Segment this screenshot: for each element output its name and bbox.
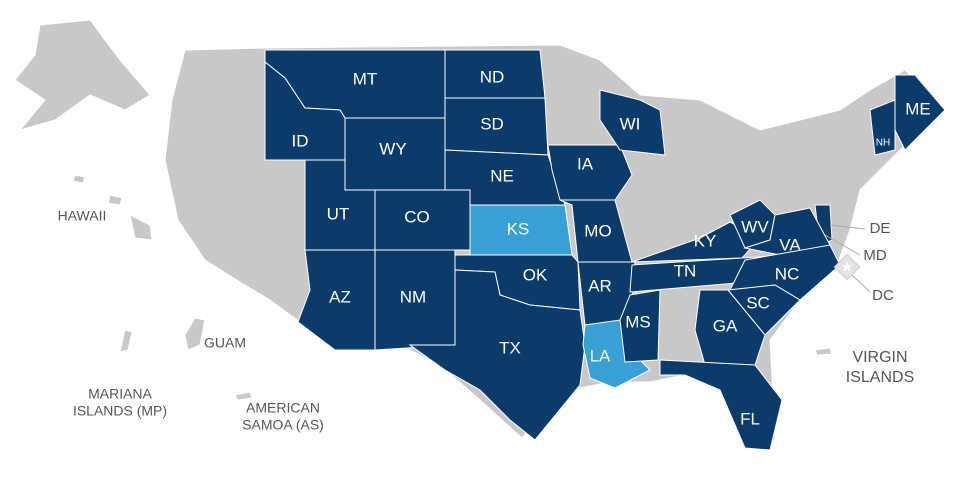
territory-label: GUAM [204,335,246,351]
leader [829,224,866,230]
virgin-islands [814,347,833,356]
state-label: ID [292,131,309,150]
dc-star: ★ [841,259,854,275]
state-label: KY [694,231,717,250]
guam [184,317,206,351]
hawaii [107,194,123,206]
state-shape [408,269,586,441]
state-label: IA [577,154,594,173]
territory-label: AMERICAN [246,400,320,416]
state-shape [599,89,666,156]
state-label: MT [353,69,378,88]
state-label: NM [400,287,426,306]
state-label: AR [588,276,612,295]
state-label: GA [713,316,738,335]
mariana [119,329,133,353]
state-label: CO [404,207,430,226]
state-label: VA [779,235,801,254]
state-label: MO [584,221,611,240]
state-label: MS [625,312,651,331]
state-label: SD [480,114,504,133]
state-label: WY [379,139,406,158]
dc-diamond [833,253,861,281]
state-label: WV [741,217,769,236]
territory-label: SAMOA (AS) [242,417,324,433]
dc-marker: ★ [824,224,871,293]
state-label: OK [523,265,548,284]
territory-label: ISLANDS (MP) [73,403,167,419]
state-label: AZ [329,287,351,306]
east-label: MD [863,247,886,264]
east-label: DC [872,287,894,304]
state-label: NE [490,166,514,185]
state-label: ND [480,67,505,86]
territory-label: ISLANDS [846,369,914,386]
states: MT ID WY ND SD NE UT CO KS IA MO AZ NM OK TX AR LA MS WI KY… [264,49,946,451]
state-label: KS [507,219,530,238]
state-label: UT [327,204,350,223]
state-shape [619,289,661,363]
state-label: SC [746,293,770,312]
alaska [14,19,151,131]
territory-label: MARIANA [88,386,152,402]
state-label: NH [876,138,890,149]
territory-label: HAWAII [58,208,107,224]
leader [824,234,861,256]
state-label: TX [499,338,521,357]
state-label: TN [674,261,697,280]
state-shape [869,99,896,156]
state-label: FL [740,409,760,428]
state-label: LA [590,346,611,365]
state-label: ME [905,99,931,118]
east-label: DE [870,220,891,237]
state-label: WI [620,114,641,133]
hawaii [129,214,153,241]
state-label: NC [775,264,800,283]
leader [851,274,871,293]
territory-label: VIRGIN [852,349,907,366]
hawaii [72,174,86,184]
samoa [234,391,253,401]
state-shape [659,359,783,451]
